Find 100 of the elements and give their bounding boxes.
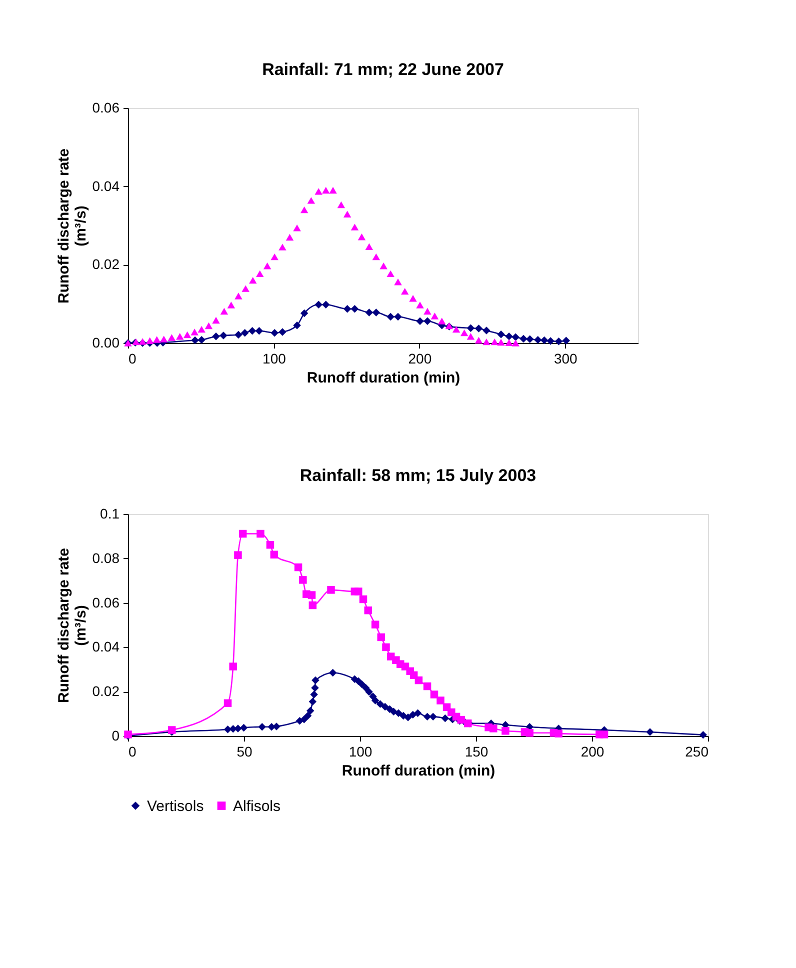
point: [152, 336, 161, 343]
x-tick-label: 50: [236, 744, 252, 760]
point: [354, 588, 362, 596]
point: [358, 680, 366, 688]
x-tick-label: 100: [348, 744, 372, 760]
point: [248, 326, 256, 335]
point: [512, 333, 520, 341]
x-tick-label: 250: [685, 744, 709, 760]
point: [364, 606, 372, 614]
x-axis-title: Runoff duration (min): [306, 370, 460, 386]
point: [308, 698, 317, 706]
point: [227, 302, 236, 308]
point: [416, 302, 424, 308]
x-tick-label: 100: [262, 350, 286, 366]
point: [365, 243, 374, 250]
point: [300, 206, 308, 214]
point: [160, 336, 168, 342]
point: [304, 712, 312, 720]
point: [198, 336, 206, 344]
y-tick-label: 0.1: [100, 506, 120, 522]
y-tick-label: 0.06: [92, 594, 120, 610]
point: [270, 328, 278, 337]
point: [327, 586, 335, 594]
y-axis-title: Runoff discharge rate (m³/s): [55, 148, 90, 304]
point: [490, 724, 498, 732]
point: [212, 316, 220, 324]
point: [394, 312, 402, 321]
point: [242, 285, 250, 292]
point: [314, 188, 322, 195]
point: [423, 682, 432, 690]
point: [168, 334, 176, 341]
y-axis-title: Runoff discharge rate (m³/s): [55, 548, 90, 704]
point: [312, 676, 320, 684]
y-tick-label: 0.02: [92, 256, 120, 272]
point: [365, 308, 374, 316]
x-axis-title: Runoff duration (min): [342, 762, 496, 780]
point: [502, 727, 510, 735]
point: [540, 336, 548, 344]
point: [554, 730, 562, 738]
point: [224, 699, 232, 708]
point: [490, 338, 498, 346]
point: [482, 338, 490, 346]
y-tick-label: 0.04: [92, 638, 120, 655]
point: [372, 253, 380, 260]
point: [322, 300, 330, 308]
point: [466, 324, 475, 332]
point: [278, 328, 286, 336]
x-tick-label: 300: [554, 350, 578, 366]
point: [382, 643, 390, 652]
point: [546, 337, 554, 345]
point: [466, 332, 475, 340]
point: [266, 540, 274, 549]
point: [220, 332, 228, 340]
legend-label: Alfisols: [233, 798, 281, 815]
point: [430, 312, 439, 320]
point: [452, 326, 460, 333]
point: [404, 713, 412, 722]
point: [314, 300, 322, 308]
point: [386, 270, 394, 278]
point: [278, 244, 286, 250]
point: [270, 550, 278, 558]
point: [371, 696, 380, 704]
y-tick-label: 0.02: [92, 683, 120, 700]
point: [497, 330, 505, 338]
y-tick-label: 0: [112, 728, 120, 744]
point: [183, 331, 192, 338]
point: [299, 576, 307, 584]
point: [255, 326, 264, 335]
point: [474, 336, 483, 344]
point: [438, 318, 446, 324]
point: [600, 730, 608, 738]
point: [343, 210, 352, 218]
point: [311, 684, 319, 692]
y-tick-label: 0.06: [92, 100, 120, 116]
x-tick-label: 150: [464, 744, 488, 760]
point: [234, 551, 242, 559]
y-tick-label: 0.00: [92, 334, 120, 350]
point: [534, 336, 542, 344]
point: [234, 330, 242, 339]
point: [520, 334, 528, 343]
chart-title: Rainfall: 58 mm; 15 July 2003: [300, 466, 536, 485]
point: [256, 270, 264, 278]
point: [238, 530, 247, 538]
point: [381, 702, 389, 711]
point: [343, 305, 352, 313]
point: [204, 322, 213, 330]
point: [328, 668, 337, 677]
point: [409, 294, 417, 302]
point: [646, 728, 654, 736]
point: [526, 729, 534, 737]
point: [394, 278, 402, 286]
point: [307, 197, 316, 204]
point: [512, 340, 520, 346]
point: [359, 595, 368, 604]
point: [505, 339, 513, 346]
point: [294, 563, 302, 572]
point: [329, 186, 337, 194]
x-tick-label: 0: [128, 744, 136, 760]
point: [256, 530, 264, 538]
point: [562, 336, 570, 345]
